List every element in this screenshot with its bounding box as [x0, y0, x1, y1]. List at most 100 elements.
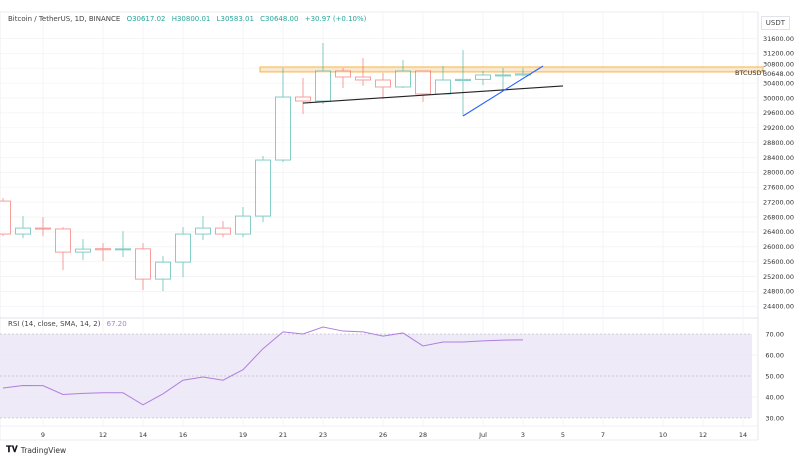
candle-body: [75, 248, 91, 253]
candle: [395, 59, 411, 88]
candle-body: [155, 261, 171, 280]
candle: [235, 207, 251, 238]
y-tick-label: 28800.00: [763, 139, 794, 147]
candle-body: [315, 70, 331, 102]
x-tick-label: 3: [521, 431, 525, 439]
candle-body: [475, 74, 491, 80]
candle-body: [395, 70, 411, 88]
candle-body: [435, 79, 451, 95]
x-tick-label: 14: [139, 431, 147, 439]
candle: [75, 239, 91, 261]
candle: [275, 67, 291, 163]
candle-body: [0, 200, 11, 235]
candle-body: [515, 73, 531, 76]
y-tick-label: 26800.00: [763, 213, 794, 221]
candle: [155, 256, 171, 292]
candle: [315, 42, 331, 104]
candle: [295, 77, 311, 114]
trendline-black: [302, 85, 564, 104]
candle-body: [55, 228, 71, 253]
candle: [355, 57, 371, 86]
open-value: O30617.02: [126, 15, 166, 23]
x-tick-label: 12: [699, 431, 707, 439]
y-tick-label: 31200.00: [763, 50, 794, 58]
candle: [0, 198, 11, 237]
x-tick-label: 9: [41, 431, 45, 439]
x-tick-label: 14: [739, 431, 747, 439]
candle-body: [175, 233, 191, 263]
rsi-tick-label: 50.00: [765, 372, 784, 380]
y-tick-label: 30400.00: [763, 79, 794, 87]
candle-body: [235, 215, 251, 235]
rsi-tick-label: 60.00: [765, 351, 784, 359]
x-tick-label: 16: [179, 431, 187, 439]
candle: [475, 70, 491, 85]
y-tick-label: 30000.00: [763, 94, 794, 102]
tradingview-logo-icon: 𝐓𝐕: [6, 445, 18, 455]
candle: [495, 67, 511, 91]
trendline-blue: [462, 65, 544, 117]
candle: [415, 70, 431, 103]
symbol-legend: Bitcoin / TetherUS, 1D, BINANCE O30617.0…: [8, 15, 366, 23]
x-tick-label: 5: [561, 431, 565, 439]
x-tick-label: 19: [239, 431, 247, 439]
candle-body: [355, 76, 371, 81]
candle-body: [335, 70, 351, 78]
candle: [455, 49, 471, 117]
brand-name: TradingView: [20, 445, 67, 455]
x-tick-label: 23: [319, 431, 327, 439]
y-tick-label: 25600.00: [763, 258, 794, 266]
rsi-tick-label: 70.00: [765, 330, 784, 338]
close-value: C30648.00: [260, 15, 299, 23]
high-value: H30800.01: [171, 15, 211, 23]
candle: [255, 156, 271, 223]
candle-body: [495, 74, 511, 77]
resistance-band: [259, 66, 764, 73]
candle: [195, 216, 211, 241]
x-tick-label: 28: [419, 431, 427, 439]
y-tick-label: 28400.00: [763, 154, 794, 162]
y-tick-label: 28000.00: [763, 169, 794, 177]
x-tick-label: 10: [659, 431, 667, 439]
symbol-title: Bitcoin / TetherUS, 1D, BINANCE: [8, 15, 121, 23]
y-tick-label: 29600.00: [763, 109, 794, 117]
candle-body: [455, 78, 471, 82]
candle: [15, 216, 31, 239]
candle-body: [95, 248, 111, 251]
candle-body: [415, 70, 431, 95]
y-tick-label: 31600.00: [763, 35, 794, 43]
candle: [375, 72, 391, 100]
y-tick-label: 24800.00: [763, 288, 794, 296]
candle: [95, 243, 111, 262]
y-tick-label: 26000.00: [763, 243, 794, 251]
candle-body: [255, 159, 271, 217]
low-value: L30583.01: [216, 15, 254, 23]
y-tick-label: 24400.00: [763, 303, 794, 311]
x-tick-label: 7: [601, 431, 605, 439]
candle-body: [195, 227, 211, 235]
rsi-tick-label: 30.00: [765, 414, 784, 422]
footer-brand[interactable]: 𝐓𝐕 TradingView: [6, 445, 66, 455]
y-tick-label: 25200.00: [763, 273, 794, 281]
candle: [55, 227, 71, 271]
candle-body: [295, 96, 311, 102]
x-tick-label: Jul: [478, 431, 487, 439]
candle-body: [275, 96, 291, 161]
symbol-price-label: BTCUSDT: [735, 69, 766, 77]
y-tick-label: 26400.00: [763, 228, 794, 236]
candle-body: [375, 79, 391, 88]
candle: [215, 221, 231, 238]
y-tick-label: 27600.00: [763, 184, 794, 192]
candle: [115, 231, 131, 258]
candle-body: [35, 227, 51, 230]
currency-button[interactable]: USDT: [760, 16, 790, 30]
rsi-line: [2, 326, 524, 406]
y-tick-label: 30800.00: [763, 61, 794, 69]
x-tick-label: 12: [99, 431, 107, 439]
x-tick-label: 21: [279, 431, 287, 439]
change-value: +30.97 (+0.10%): [304, 15, 367, 23]
y-tick-label: 29200.00: [763, 124, 794, 132]
candle: [435, 66, 451, 95]
candle: [515, 68, 531, 77]
